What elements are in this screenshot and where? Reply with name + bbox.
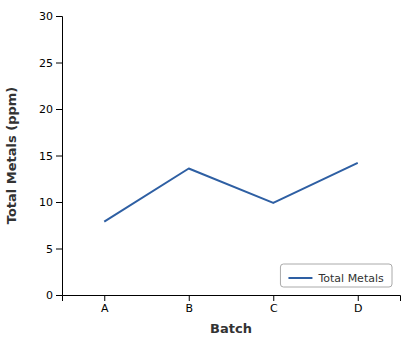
y-axis-title: Total Metals (ppm): [4, 87, 19, 225]
y-tick-mark: [56, 63, 62, 64]
x-tick-mark: [104, 295, 105, 301]
y-tick: 30: [39, 10, 62, 23]
legend-box: [280, 264, 392, 287]
x-tick: A: [101, 295, 109, 315]
plot-area: A B C D 0 5 10 15 20 25 30 Total Metals: [39, 10, 401, 315]
legend: Total Metals: [280, 264, 392, 287]
y-tick: 0: [46, 289, 62, 302]
y-axis: 0 5 10 15 20 25 30: [39, 10, 63, 302]
y-tick-mark: [56, 109, 62, 110]
y-tick: 5: [46, 243, 62, 256]
legend-swatch: [288, 277, 312, 279]
x-axis-title: Batch: [210, 321, 252, 336]
x-tick-label: C: [270, 302, 278, 315]
y-axis-line: [56, 17, 63, 296]
y-tick-label: 30: [39, 10, 53, 23]
x-tick-mark: [189, 295, 190, 301]
y-tick-label: 15: [39, 150, 53, 163]
y-tick-label: 5: [46, 243, 53, 256]
x-tick: C: [270, 295, 278, 315]
x-axis-line: [63, 296, 401, 302]
x-tick: B: [185, 295, 193, 315]
y-tick: 25: [39, 57, 62, 70]
legend-item: Total Metals: [288, 272, 384, 285]
y-tick-label: 25: [39, 57, 53, 70]
series-line: [104, 163, 358, 222]
chart-container: A B C D 0 5 10 15 20 25 30 Total Metals Batch Total M…: [0, 0, 416, 343]
x-tick-mark: [273, 295, 274, 301]
legend-label: Total Metals: [317, 272, 384, 285]
x-tick-label: D: [354, 302, 362, 315]
y-tick-mark: [56, 202, 62, 203]
y-tick-mark: [56, 156, 62, 157]
y-tick-label: 10: [39, 196, 53, 209]
y-tick: 20: [39, 103, 62, 116]
y-tick: 15: [39, 150, 62, 163]
x-tick-label: B: [185, 302, 193, 315]
y-tick: 10: [39, 196, 62, 209]
y-tick-label: 0: [46, 289, 53, 302]
chart-svg: A B C D 0 5 10 15 20 25 30 Total Metals Batch Total M…: [0, 0, 416, 343]
series-group: [104, 163, 358, 222]
x-axis: A B C D: [63, 295, 401, 315]
y-tick-label: 20: [39, 103, 53, 116]
x-tick: D: [354, 295, 362, 315]
x-tick-label: A: [101, 302, 109, 315]
y-tick-mark: [56, 295, 62, 296]
y-tick-mark: [56, 16, 62, 17]
y-tick-mark: [56, 249, 62, 250]
x-tick-mark: [358, 295, 359, 301]
